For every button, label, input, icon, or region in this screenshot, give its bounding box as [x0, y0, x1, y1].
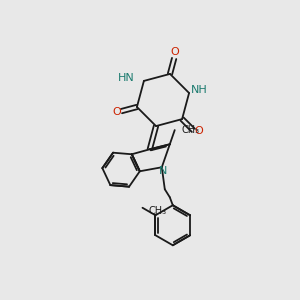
- Text: NH: NH: [191, 85, 208, 95]
- Text: O: O: [194, 126, 203, 136]
- Text: CH₃: CH₃: [148, 206, 166, 216]
- Text: N: N: [159, 166, 167, 176]
- Text: O: O: [170, 47, 179, 57]
- Text: CH₃: CH₃: [182, 125, 200, 135]
- Text: O: O: [112, 107, 121, 117]
- Text: HN: HN: [118, 73, 135, 83]
